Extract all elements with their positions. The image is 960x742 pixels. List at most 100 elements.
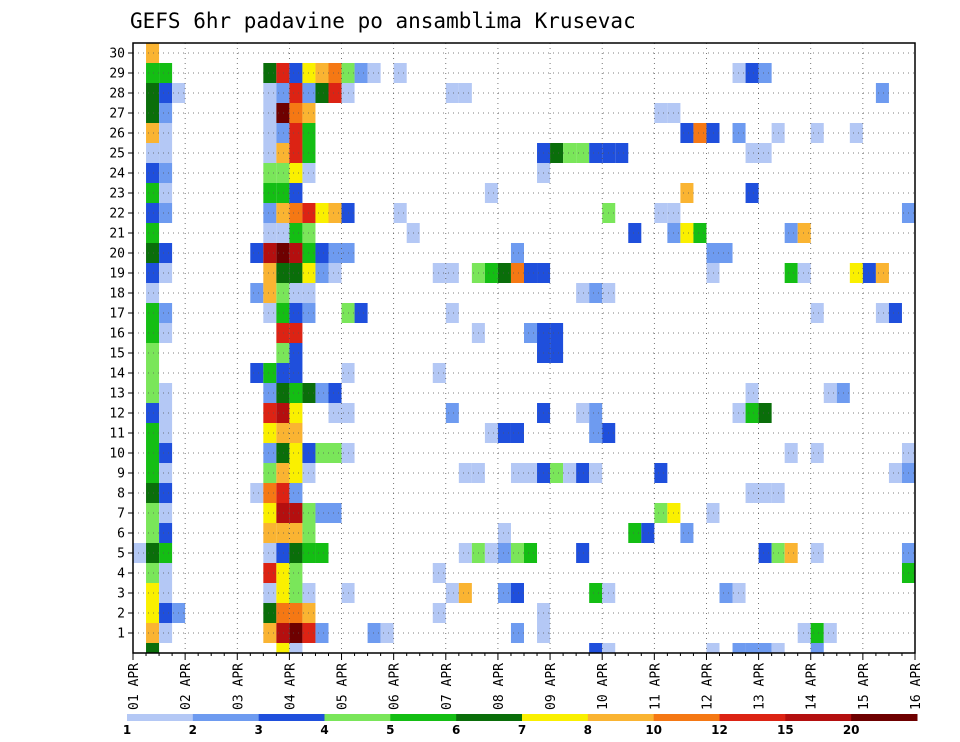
heatmap-cell	[263, 123, 277, 143]
heatmap-cell	[315, 503, 329, 523]
heatmap-cell	[784, 443, 798, 463]
x-tick-label: 12 APR	[700, 663, 715, 710]
heatmap-cell	[276, 383, 290, 403]
legend-label: 1	[123, 723, 131, 737]
heatmap-cell	[550, 343, 564, 363]
heatmap-cell	[289, 603, 303, 623]
x-tick-label: 14 APR	[805, 663, 820, 710]
heatmap-cell	[315, 443, 329, 463]
heatmap-cell	[706, 643, 720, 653]
y-tick-label: 16	[109, 327, 125, 342]
heatmap-cell	[602, 643, 616, 653]
heatmap-cell	[146, 563, 160, 583]
x-tick-label: 07 APR	[440, 663, 455, 710]
heatmap-cell	[289, 83, 303, 103]
heatmap-cell	[263, 463, 277, 483]
heatmap-cell	[159, 63, 173, 83]
heatmap-cell	[706, 243, 720, 263]
heatmap-cell	[745, 643, 759, 653]
heatmap-cell	[550, 323, 564, 343]
y-axis: 1234567891011121314151617181920212223242…	[109, 47, 133, 642]
heatmap-cell	[576, 543, 590, 563]
heatmap-cell	[315, 203, 329, 223]
x-tick-label: 13 APR	[753, 663, 768, 710]
heatmap-cell	[263, 443, 277, 463]
heatmap-cell	[276, 463, 290, 483]
heatmap-cell	[146, 43, 160, 63]
heatmap-cell	[159, 303, 173, 323]
y-tick-label: 13	[109, 387, 125, 402]
heatmap-cell	[146, 443, 160, 463]
heatmap-cell	[276, 603, 290, 623]
y-tick-label: 1	[117, 627, 125, 642]
heatmap-cell	[263, 483, 277, 503]
heatmap-cells	[133, 43, 915, 653]
legend-label: 3	[254, 723, 262, 737]
heatmap-cell	[680, 223, 694, 243]
heatmap-cell	[367, 623, 381, 643]
heatmap-cell	[888, 463, 902, 483]
x-tick-label: 05 APR	[336, 663, 351, 710]
heatmap-cell	[159, 483, 173, 503]
x-tick-label: 09 APR	[544, 663, 559, 710]
heatmap-cell	[276, 203, 290, 223]
heatmap-cell	[510, 543, 524, 563]
heatmap-cell	[289, 543, 303, 563]
heatmap-cell	[654, 203, 668, 223]
y-tick-label: 17	[109, 307, 125, 322]
heatmap-cell	[159, 423, 173, 443]
heatmap-cell	[641, 523, 655, 543]
heatmap-cell	[146, 643, 160, 653]
legend-label: 12	[711, 723, 728, 737]
heatmap-cell	[263, 543, 277, 563]
heatmap-cell	[289, 243, 303, 263]
heatmap-cell	[146, 103, 160, 123]
heatmap-cell	[758, 63, 772, 83]
heatmap-cell	[510, 463, 524, 483]
heatmap-cell	[576, 463, 590, 483]
heatmap-cell	[289, 523, 303, 543]
heatmap-cell	[328, 203, 342, 223]
heatmap-cell	[654, 503, 668, 523]
heatmap-cell	[263, 583, 277, 603]
heatmap-cell	[263, 143, 277, 163]
heatmap-cell	[289, 403, 303, 423]
heatmap-cell	[146, 423, 160, 443]
heatmap-cell	[497, 423, 511, 443]
heatmap-cell	[484, 543, 498, 563]
heatmap-cell	[289, 63, 303, 83]
heatmap-cell	[159, 563, 173, 583]
legend-swatch	[785, 714, 852, 721]
y-tick-label: 26	[109, 127, 125, 142]
y-tick-label: 24	[109, 167, 125, 182]
heatmap-cell	[510, 583, 524, 603]
heatmap-cell	[810, 643, 824, 653]
legend-swatch	[522, 714, 589, 721]
x-tick-label: 16 APR	[909, 663, 924, 710]
heatmap-cell	[289, 263, 303, 283]
heatmap-cell	[445, 263, 459, 283]
heatmap-cell	[146, 383, 160, 403]
x-tick-label: 11 APR	[648, 663, 663, 710]
y-tick-label: 11	[109, 427, 125, 442]
heatmap-cell	[784, 543, 798, 563]
heatmap-cell	[354, 303, 368, 323]
heatmap-cell	[276, 83, 290, 103]
heatmap-cell	[524, 463, 538, 483]
heatmap-cell	[680, 183, 694, 203]
heatmap-cell	[263, 83, 277, 103]
legend-swatch	[324, 714, 391, 721]
y-tick-label: 23	[109, 187, 125, 202]
heatmap-cell	[276, 223, 290, 243]
heatmap-cell	[706, 123, 720, 143]
heatmap-cell	[524, 543, 538, 563]
heatmap-cell	[589, 143, 603, 163]
heatmap-cell	[289, 223, 303, 243]
heatmap-cell	[263, 223, 277, 243]
heatmap-cell	[159, 623, 173, 643]
heatmap-cell	[719, 583, 733, 603]
heatmap-cell	[745, 403, 759, 423]
heatmap-cell	[276, 403, 290, 423]
heatmap-cell	[328, 263, 342, 283]
heatmap-cell	[732, 403, 746, 423]
